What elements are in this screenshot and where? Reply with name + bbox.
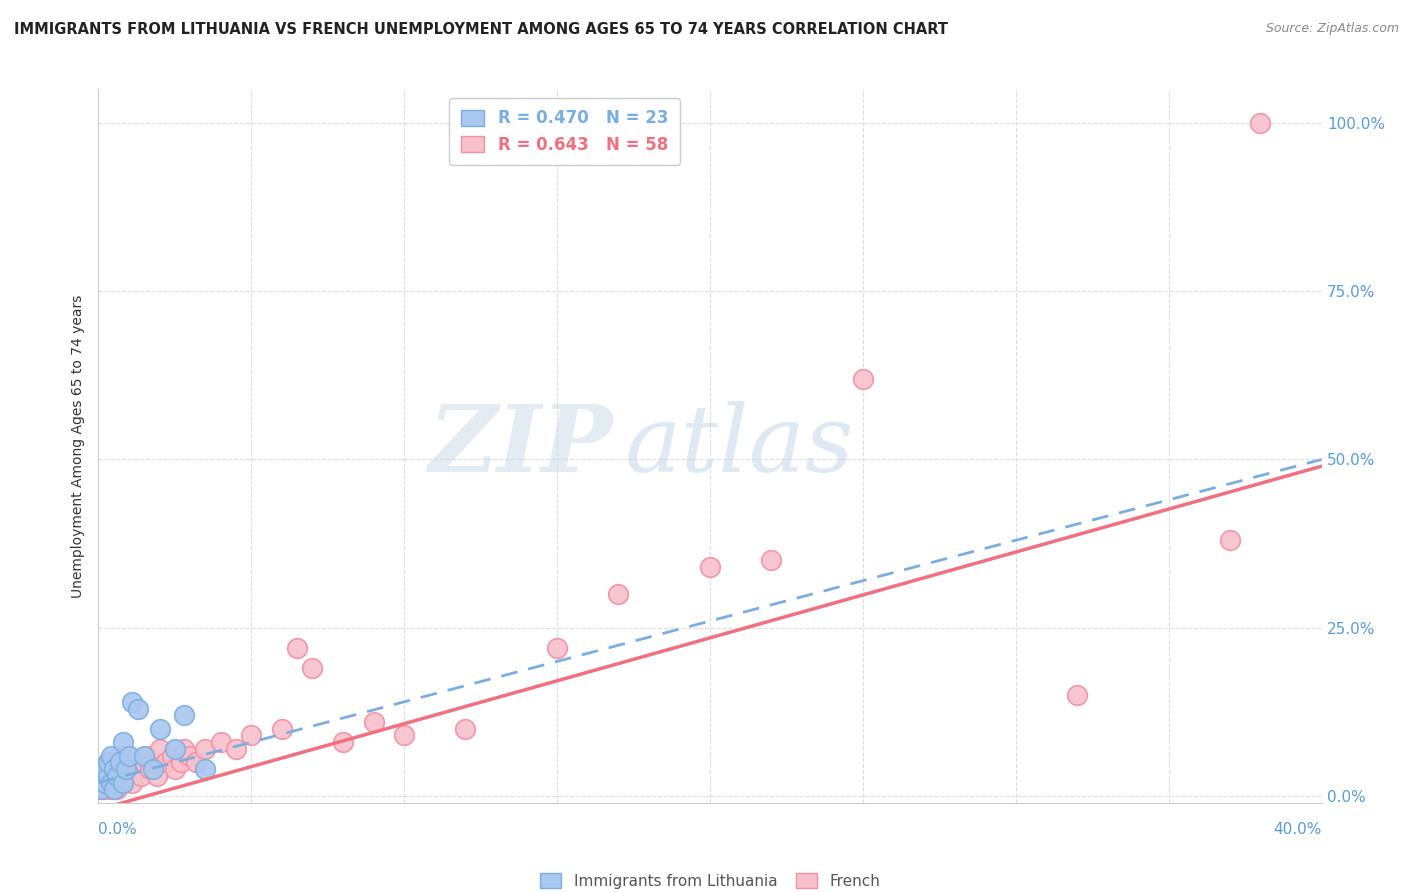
Point [1066, 688, 1088, 702]
Point [103, 775, 125, 789]
Point [186, 756, 208, 770]
Point [1219, 533, 1241, 548]
Point [179, 748, 201, 763]
Point [240, 729, 263, 743]
Point [127, 762, 149, 776]
Point [108, 748, 131, 763]
Point [111, 756, 134, 770]
Text: 0.0%: 0.0% [98, 822, 138, 837]
Point [145, 769, 167, 783]
Point [93, 775, 115, 789]
Point [105, 769, 128, 783]
Y-axis label: Unemployment Among Ages 65 to 74 years: Unemployment Among Ages 65 to 74 years [72, 294, 86, 598]
Point [149, 722, 172, 736]
Point [759, 553, 782, 567]
Text: IMMIGRANTS FROM LITHUANIA VS FRENCH UNEMPLOYMENT AMONG AGES 65 TO 74 YEARS CORRE: IMMIGRANTS FROM LITHUANIA VS FRENCH UNEM… [14, 22, 948, 37]
Point [225, 742, 247, 756]
Point [103, 756, 125, 770]
Point [93, 762, 115, 776]
Point [93, 762, 115, 776]
Point [121, 775, 143, 789]
Point [1249, 116, 1271, 130]
Point [173, 742, 195, 756]
Point [111, 775, 134, 789]
Point [852, 372, 875, 386]
Point [134, 748, 156, 763]
Point [142, 756, 165, 770]
Point [392, 729, 416, 743]
Point [118, 762, 141, 776]
Point [108, 769, 131, 783]
Point [139, 762, 162, 776]
Point [699, 560, 721, 574]
Point [285, 640, 308, 655]
Point [97, 775, 120, 789]
Point [115, 769, 138, 783]
Point [121, 695, 143, 709]
Point [90, 782, 112, 797]
Point [90, 769, 112, 783]
Point [155, 756, 177, 770]
Point [93, 775, 115, 789]
Point [100, 748, 122, 763]
Point [142, 762, 165, 776]
Point [173, 708, 195, 723]
Legend: Immigrants from Lithuania, French: Immigrants from Lithuania, French [534, 867, 886, 892]
Point [118, 748, 141, 763]
Point [103, 762, 125, 776]
Point [160, 748, 183, 763]
Point [170, 756, 193, 770]
Point [301, 661, 323, 675]
Point [103, 769, 125, 783]
Point [118, 748, 141, 763]
Point [100, 775, 122, 789]
Point [97, 769, 120, 783]
Point [270, 722, 292, 736]
Point [163, 762, 186, 776]
Point [363, 714, 385, 729]
Point [194, 742, 217, 756]
Point [100, 762, 122, 776]
Point [105, 762, 128, 776]
Point [103, 782, 125, 797]
Point [136, 748, 159, 763]
Point [97, 769, 120, 783]
Point [209, 735, 232, 749]
Text: ZIP: ZIP [427, 401, 612, 491]
Point [115, 762, 138, 776]
Point [134, 756, 156, 770]
Point [111, 735, 134, 749]
Point [163, 742, 186, 756]
Point [332, 735, 354, 749]
Point [546, 640, 568, 655]
Point [607, 587, 630, 601]
Point [97, 756, 120, 770]
Point [129, 769, 152, 783]
Point [97, 756, 120, 770]
Text: 40.0%: 40.0% [1274, 822, 1322, 837]
Point [100, 782, 122, 797]
Point [90, 782, 112, 797]
Point [454, 722, 477, 736]
Point [124, 756, 146, 770]
Point [149, 742, 172, 756]
Point [127, 701, 149, 715]
Point [111, 775, 134, 789]
Text: Source: ZipAtlas.com: Source: ZipAtlas.com [1265, 22, 1399, 36]
Point [194, 762, 217, 776]
Point [105, 782, 128, 797]
Text: atlas: atlas [624, 401, 853, 491]
Point [93, 782, 115, 797]
Point [108, 756, 131, 770]
